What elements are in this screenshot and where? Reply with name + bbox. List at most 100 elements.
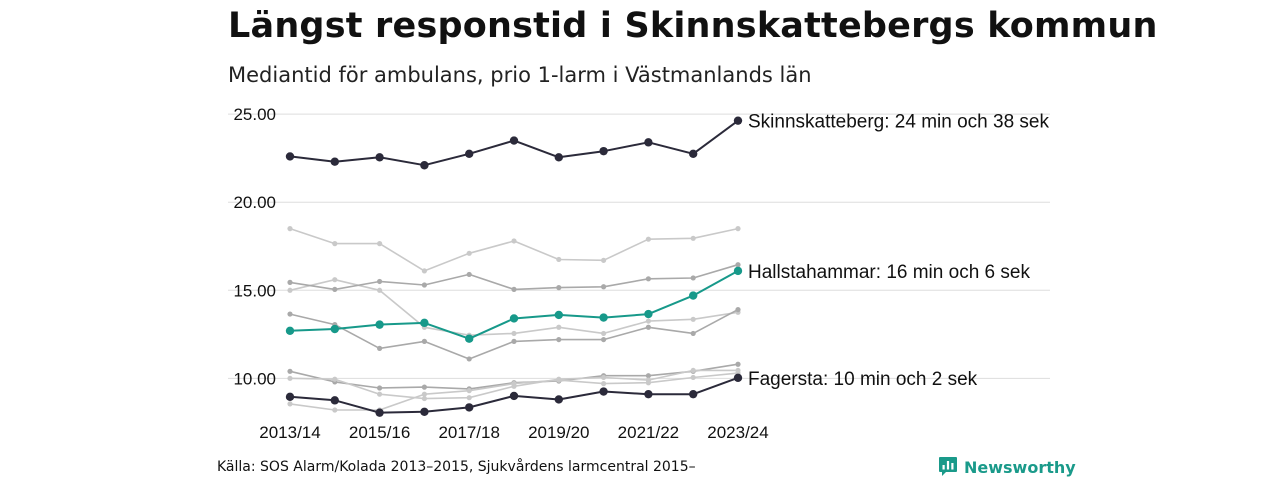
data-point: [690, 275, 696, 281]
data-point: [420, 407, 429, 416]
data-point: [287, 287, 293, 293]
data-point: [285, 326, 295, 335]
x-tick-label: 2017/18: [438, 423, 499, 442]
data-point: [511, 338, 517, 344]
data-point: [556, 336, 562, 343]
data-point: [332, 376, 338, 382]
data-point: [645, 373, 652, 379]
data-point: [690, 316, 696, 322]
data-point: [285, 152, 295, 161]
data-point: [735, 226, 741, 232]
brand-name: Newsworthy: [964, 457, 1076, 477]
data-point: [287, 279, 293, 285]
data-point: [287, 311, 293, 317]
data-point: [689, 149, 698, 158]
data-point: [645, 236, 652, 242]
end-label: Skinnskatteberg: 24 min och 38 sek: [748, 112, 1050, 133]
data-point: [599, 146, 608, 156]
data-point: [554, 310, 563, 320]
series-hallstahammar: [285, 266, 743, 343]
chart-title: Längst responstid i Skinnskattebergs kom…: [228, 6, 1158, 46]
data-point: [601, 330, 607, 337]
data-point: [733, 373, 743, 383]
data-point: [332, 286, 338, 292]
data-point: [690, 374, 696, 381]
data-point: [599, 313, 608, 322]
data-point: [420, 161, 429, 170]
data-point: [511, 238, 517, 244]
data-point: [645, 318, 652, 324]
x-tick-label: 2021/22: [618, 423, 679, 442]
data-point: [601, 381, 607, 387]
data-point: [690, 330, 696, 337]
data-point: [466, 250, 472, 256]
x-tick-label: 2015/16: [349, 423, 410, 442]
data-point: [287, 375, 293, 381]
data-point: [466, 395, 472, 401]
data-point: [511, 381, 517, 387]
data-point: [689, 291, 698, 300]
data-point: [332, 407, 338, 413]
end-label: Fagersta: 10 min och 2 sek: [748, 369, 978, 390]
data-point: [735, 361, 741, 367]
y-axis-tick-labels: 10.00 15.00 20.00 25.00: [233, 105, 276, 388]
data-point: [644, 138, 653, 147]
data-point: [733, 266, 743, 276]
data-point: [466, 356, 472, 362]
data-point: [332, 241, 338, 247]
data-point: [377, 385, 383, 391]
data-point: [554, 153, 563, 162]
x-tick-label: 2023/24: [707, 423, 768, 442]
data-point: [287, 368, 293, 374]
data-point: [375, 153, 384, 162]
data-point: [377, 278, 383, 285]
series-lines: [285, 116, 743, 417]
x-tick-label: 2013/14: [259, 423, 320, 442]
data-point: [465, 334, 474, 343]
data-point: [511, 286, 517, 292]
series-1: [287, 226, 741, 274]
data-point: [285, 392, 295, 402]
data-point: [599, 387, 608, 396]
data-point: [375, 320, 384, 329]
data-point: [645, 380, 652, 386]
data-point: [375, 408, 384, 417]
data-point: [465, 149, 474, 158]
series-line: [289, 227, 739, 272]
data-point: [690, 235, 696, 241]
data-point: [556, 324, 562, 330]
data-point: [421, 282, 427, 288]
data-point: [466, 388, 472, 394]
data-point: [509, 136, 519, 145]
series-4: [287, 307, 741, 362]
data-point: [645, 324, 652, 330]
series-line: [289, 270, 739, 340]
chart-subtitle: Mediantid för ambulans, prio 1-larm i Vä…: [228, 63, 812, 87]
data-point: [287, 226, 293, 232]
data-point: [511, 330, 517, 337]
data-point: [330, 324, 339, 334]
data-point: [645, 276, 652, 282]
data-point: [689, 389, 698, 399]
data-point: [601, 336, 607, 343]
newsworthy-logo-icon: [939, 457, 957, 476]
data-point: [556, 256, 562, 263]
x-tick-label: 2019/20: [528, 423, 589, 442]
series-3: [287, 262, 741, 292]
data-point: [377, 345, 383, 351]
y-tick-label: 25.00: [233, 105, 276, 124]
data-point: [421, 338, 427, 344]
data-point: [556, 285, 562, 291]
x-axis-tick-labels: 2013/14 2015/16 2017/18 2019/20 2021/22 2023/…: [259, 423, 768, 442]
data-point: [733, 116, 743, 125]
series-end-labels: Skinnskatteberg: 24 min och 38 sek Hallst…: [748, 112, 1050, 390]
gridlines: [228, 113, 1050, 379]
data-point: [421, 391, 427, 397]
data-point: [690, 367, 696, 374]
data-point: [377, 391, 383, 397]
data-point: [330, 157, 339, 166]
data-point: [421, 268, 427, 274]
series-line: [289, 263, 739, 291]
series-2: [287, 277, 741, 338]
